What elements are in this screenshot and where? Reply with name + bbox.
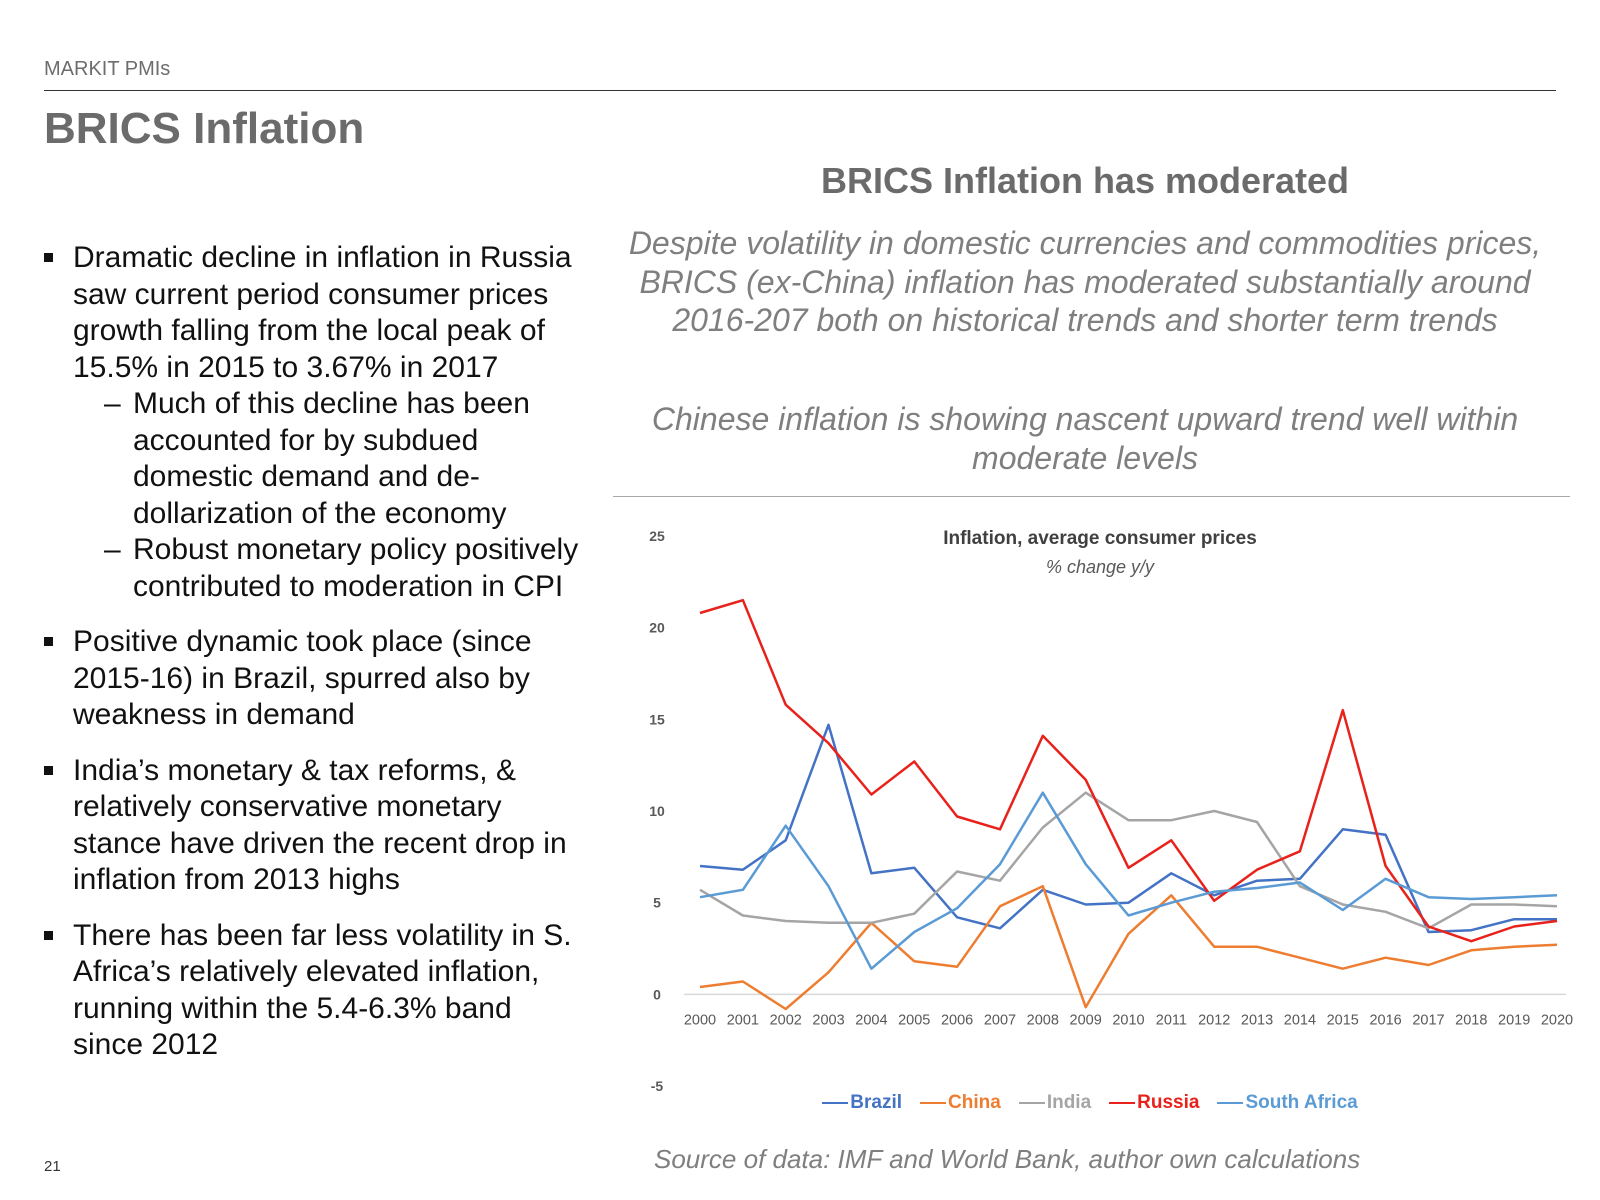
legend-label: Russia	[1137, 1092, 1200, 1113]
page-number: 21	[44, 1158, 61, 1175]
page-title: BRICS Inflation	[44, 104, 365, 153]
x-tick-label: 2003	[812, 1012, 844, 1028]
china-paragraph: Chinese inflation is showing nascent upw…	[651, 401, 1519, 476]
y-tick-label: 10	[649, 803, 665, 819]
legend-swatch	[920, 1101, 947, 1104]
legend-item-china: China	[920, 1092, 1001, 1114]
bullet-list: Dramatic decline in inflation in Russia …	[44, 240, 584, 1083]
x-tick-label: 2015	[1327, 1012, 1359, 1028]
series-line-russia	[699, 598, 1558, 943]
chart-title: Inflation, average consumer prices	[943, 528, 1257, 549]
sub-bullet-text: Much of this decline has been accounted …	[133, 387, 530, 530]
x-tick-label: 2004	[855, 1012, 887, 1028]
x-tick-label: 2011	[1156, 1012, 1187, 1028]
chart-subtitle: % change y/y	[1045, 557, 1155, 577]
series-line-brazil	[699, 723, 1557, 934]
series-line-china	[699, 884, 1558, 1011]
section-tag: MARKIT PMIs	[44, 58, 171, 80]
header-divider	[44, 90, 1556, 91]
legend-label: China	[948, 1092, 1001, 1113]
x-tick-label: 2006	[941, 1012, 973, 1028]
legend-label: India	[1046, 1092, 1092, 1113]
x-tick-label: 2018	[1455, 1012, 1487, 1028]
bullet-marker	[44, 253, 53, 262]
summary-paragraph: Despite volatility in domestic currencie…	[628, 225, 1542, 338]
x-tick-label: 2014	[1284, 1012, 1316, 1028]
legend-item-india: India	[1018, 1092, 1092, 1114]
y-tick-label: 0	[653, 986, 661, 1002]
legend-item-russia: Russia	[1109, 1092, 1199, 1114]
bullet-russia: Dramatic decline in inflation in Russia …	[44, 240, 584, 605]
bullet-marker	[44, 930, 53, 940]
section-heading: BRICS Inflation has moderated	[820, 160, 1350, 201]
legend-label: South Africa	[1245, 1092, 1358, 1113]
bullet-india: India’s monetary & tax reforms, & relati…	[44, 753, 584, 899]
legend-swatch	[822, 1101, 849, 1104]
legend-swatch	[1018, 1101, 1045, 1104]
y-tick-label: -5	[651, 1078, 664, 1094]
x-tick-label: 2012	[1198, 1012, 1230, 1028]
x-tick-label: 2019	[1498, 1012, 1530, 1028]
x-tick-label: 2017	[1412, 1012, 1444, 1028]
bullet-south-africa: There has been far less volatility in S.…	[44, 918, 584, 1064]
series-line-south-africa	[699, 791, 1558, 970]
legend-label: Brazil	[850, 1092, 903, 1113]
bullet-text: There has been far less volatility in S.…	[73, 918, 572, 1062]
bullet-text: Positive dynamic took place (since 2015-…	[73, 625, 532, 731]
y-tick-label: 5	[653, 895, 661, 911]
x-tick-label: 2001	[727, 1012, 759, 1028]
x-tick-label: 2013	[1241, 1012, 1273, 1028]
chart-divider	[613, 496, 1570, 497]
legend-swatch	[1217, 1101, 1244, 1104]
sub-bullet-policy: – Robust monetary policy positively cont…	[73, 532, 584, 605]
source-note: Source of data: IMF and World Bank, auth…	[654, 1144, 1361, 1174]
sub-bullet-text: Robust monetary policy positively contri…	[133, 533, 579, 603]
x-tick-label: 2002	[770, 1012, 802, 1028]
y-tick-label: 25	[649, 528, 665, 544]
bullet-text: India’s monetary & tax reforms, & relati…	[73, 753, 567, 897]
chart-legend: Brazil China India Russia South Africa	[610, 1092, 1570, 1114]
y-tick-label: 15	[649, 711, 665, 727]
x-tick-label: 2007	[984, 1012, 1016, 1028]
legend-item-brazil: Brazil	[822, 1092, 902, 1114]
x-tick-label: 2008	[1027, 1012, 1059, 1028]
x-tick-label: 2016	[1369, 1012, 1401, 1028]
sub-bullet-demand: – Much of this decline has been accounte…	[73, 386, 584, 532]
x-tick-label: 2009	[1070, 1012, 1102, 1028]
legend-swatch	[1109, 1101, 1136, 1104]
x-tick-label: 2000	[684, 1012, 716, 1028]
legend-item-south-africa: South Africa	[1217, 1092, 1358, 1114]
bullet-brazil: Positive dynamic took place (since 2015-…	[44, 624, 584, 734]
x-tick-label: 2020	[1541, 1012, 1573, 1028]
series-line-india	[699, 791, 1558, 930]
dash-marker: –	[104, 387, 121, 420]
y-tick-label: 20	[649, 620, 665, 636]
bullet-marker	[44, 765, 53, 775]
bullet-marker	[44, 637, 53, 646]
x-tick-label: 2005	[898, 1012, 930, 1028]
bullet-text: Dramatic decline in inflation in Russia …	[73, 241, 572, 384]
dash-marker: –	[104, 533, 121, 566]
x-tick-label: 2010	[1112, 1012, 1144, 1028]
